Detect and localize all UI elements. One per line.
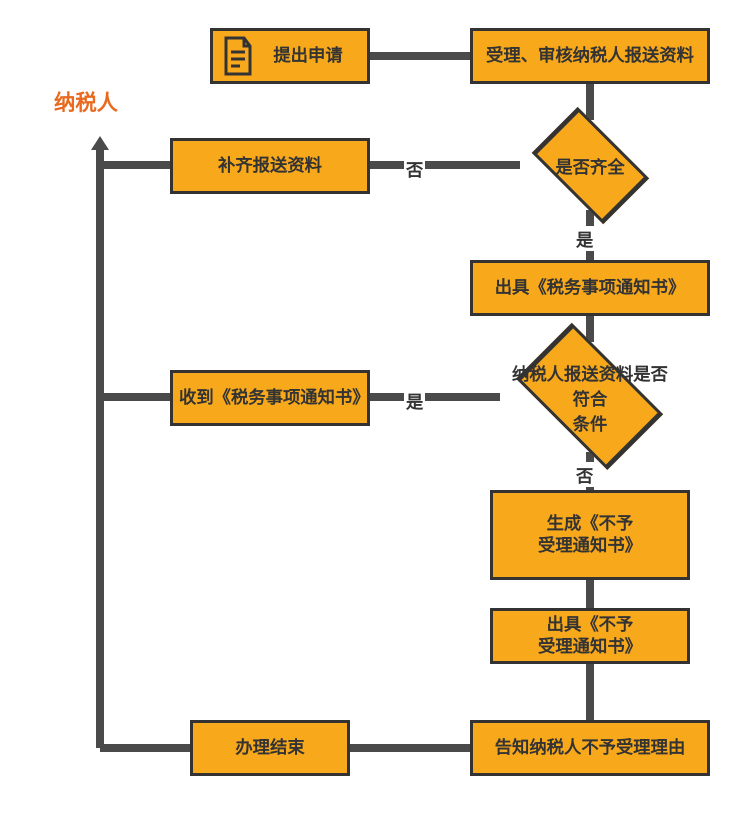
edge-label: 是 (574, 226, 595, 251)
edge-label: 否 (574, 462, 595, 487)
flow-node-label: 收到《税务事项通知书》 (173, 383, 367, 413)
flow-node-n10: 告知纳税人不予受理理由 (470, 720, 710, 776)
flow-decision-n3: 是否齐全 (520, 120, 660, 210)
edge-label: 否 (404, 156, 425, 181)
flow-decision-n6: 纳税人报送资料是否符合 条件 (500, 342, 680, 452)
flow-decision-label: 纳税人报送资料是否符合 条件 (500, 342, 680, 452)
flow-node-label: 出具《税务事项通知书》 (489, 273, 692, 303)
flow-node-label: 告知纳税人不予受理理由 (489, 733, 692, 763)
taxpayer-label: 纳税人 (54, 86, 118, 117)
flow-node-label: 受理、审核纳税人报送资料 (480, 41, 700, 71)
flow-decision-label: 是否齐全 (520, 120, 660, 210)
flow-node-n2: 受理、审核纳税人报送资料 (470, 28, 710, 84)
flow-node-n9: 出具《不予 受理通知书》 (490, 608, 690, 664)
return-arrow (91, 136, 109, 150)
flow-node-label: 生成《不予 受理通知书》 (532, 509, 648, 560)
flow-node-n7: 收到《税务事项通知书》 (170, 370, 370, 426)
flow-node-n8: 生成《不予 受理通知书》 (490, 490, 690, 580)
flow-node-label: 补齐报送资料 (212, 151, 328, 181)
document-icon (222, 36, 254, 76)
edge-label: 是 (404, 388, 425, 413)
flow-node-n5: 出具《税务事项通知书》 (470, 260, 710, 316)
flow-node-label: 出具《不予 受理通知书》 (532, 610, 648, 661)
flow-node-label: 办理结束 (229, 733, 310, 763)
flow-node-n4: 补齐报送资料 (170, 138, 370, 194)
flow-node-n11: 办理结束 (190, 720, 350, 776)
